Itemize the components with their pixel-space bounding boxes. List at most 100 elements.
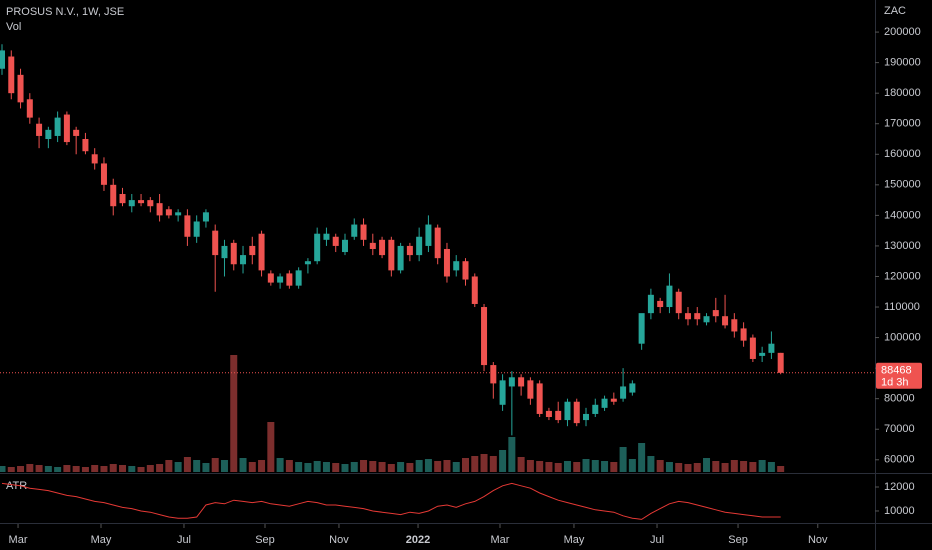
volume-bar xyxy=(341,464,349,472)
candle-body xyxy=(351,224,358,237)
candle-body xyxy=(63,114,70,143)
volume-bar xyxy=(109,464,117,472)
volume-bar xyxy=(601,461,609,472)
candle-body xyxy=(82,139,89,152)
candle-body xyxy=(147,200,154,207)
x-tick-label: May xyxy=(564,534,585,546)
candle-body xyxy=(749,337,756,359)
candle-body xyxy=(527,380,534,399)
volume-bar xyxy=(387,464,395,472)
candle-body xyxy=(212,230,219,256)
candle-body xyxy=(768,343,775,353)
volume-bar xyxy=(183,457,191,472)
candle-body xyxy=(156,203,163,216)
candle-body xyxy=(17,74,24,103)
candle-body xyxy=(295,270,302,286)
volume-bar xyxy=(137,467,145,472)
volume-bar xyxy=(740,461,748,472)
candle-body xyxy=(555,410,562,421)
y-tick-label: 70000 xyxy=(884,423,915,435)
x-tick-label: May xyxy=(91,534,112,546)
candle-body xyxy=(610,398,617,402)
candle-body xyxy=(341,239,348,253)
candle-body xyxy=(249,245,256,256)
volume-bar xyxy=(471,456,479,472)
volume-bar xyxy=(777,466,785,472)
volume-bar xyxy=(628,459,636,472)
volume-bar xyxy=(508,437,516,472)
volume-bar xyxy=(230,355,238,472)
volume-bar xyxy=(693,463,701,472)
candle-body xyxy=(369,242,376,249)
y-tick-label: 180000 xyxy=(884,87,921,99)
volume-bar xyxy=(767,462,775,472)
y-tick-label: 120000 xyxy=(884,270,921,282)
volume-bar xyxy=(526,460,534,472)
volume-bar xyxy=(582,459,590,472)
candle-body xyxy=(36,123,43,136)
volume-bar xyxy=(239,458,247,472)
candle-body xyxy=(490,365,497,384)
volume-bar xyxy=(712,461,720,472)
candle-body xyxy=(73,129,80,136)
x-tick-label: Jul xyxy=(177,534,191,546)
candle-body xyxy=(443,248,450,277)
volume-bar xyxy=(211,458,219,472)
volume-bar xyxy=(220,460,228,472)
atr-tick-label: 12000 xyxy=(884,481,915,493)
y-tick-label: 60000 xyxy=(884,454,915,466)
candle-body xyxy=(703,316,710,323)
candle-body xyxy=(462,261,469,280)
y-tick-label: 150000 xyxy=(884,179,921,191)
volume-bar xyxy=(591,460,599,472)
y-tick-label: 140000 xyxy=(884,209,921,221)
candle-body xyxy=(332,236,339,246)
volume-bar xyxy=(17,466,25,472)
candle-body xyxy=(26,99,33,118)
volume-bar xyxy=(638,443,646,472)
candle-body xyxy=(601,398,608,408)
volume-bar xyxy=(406,463,414,472)
candle-body xyxy=(731,319,738,332)
volume-bar xyxy=(81,467,89,472)
volume-bar xyxy=(295,462,303,472)
candle-body xyxy=(221,245,228,259)
volume-bar xyxy=(91,465,99,472)
volume-bar xyxy=(480,454,488,472)
candle-body xyxy=(453,261,460,271)
volume-bar xyxy=(360,460,368,472)
candle-body xyxy=(258,233,265,271)
candle-body xyxy=(620,386,627,399)
candle-body xyxy=(545,410,552,418)
volume-bar xyxy=(424,459,432,472)
candle-body xyxy=(712,310,719,317)
volume-bar xyxy=(647,456,655,472)
volume-bar xyxy=(0,466,6,472)
candle-body xyxy=(202,212,209,222)
volume-bar xyxy=(276,458,284,472)
candle-body xyxy=(518,377,525,387)
countdown-label: 1d 3h xyxy=(881,377,909,389)
candle-body xyxy=(388,239,395,271)
candle-body xyxy=(8,56,15,94)
x-tick-label: Nov xyxy=(329,534,349,546)
volume-bar xyxy=(304,463,312,472)
candle-body xyxy=(304,261,311,265)
volume-bar xyxy=(332,463,340,472)
volume-bar xyxy=(554,463,562,472)
volume-bar xyxy=(499,450,507,472)
y-tick-label: 170000 xyxy=(884,118,921,130)
candle-body xyxy=(165,209,172,216)
volume-bar xyxy=(322,462,330,472)
y-tick-label: 100000 xyxy=(884,331,921,343)
volume-bar xyxy=(563,461,571,472)
volume-bar xyxy=(119,465,127,472)
candle-body xyxy=(128,200,135,207)
candle-body xyxy=(175,212,182,216)
candle-body xyxy=(471,276,478,304)
volume-bar xyxy=(656,460,664,472)
volume-bar xyxy=(313,461,321,472)
x-tick-label: Jul xyxy=(650,534,664,546)
